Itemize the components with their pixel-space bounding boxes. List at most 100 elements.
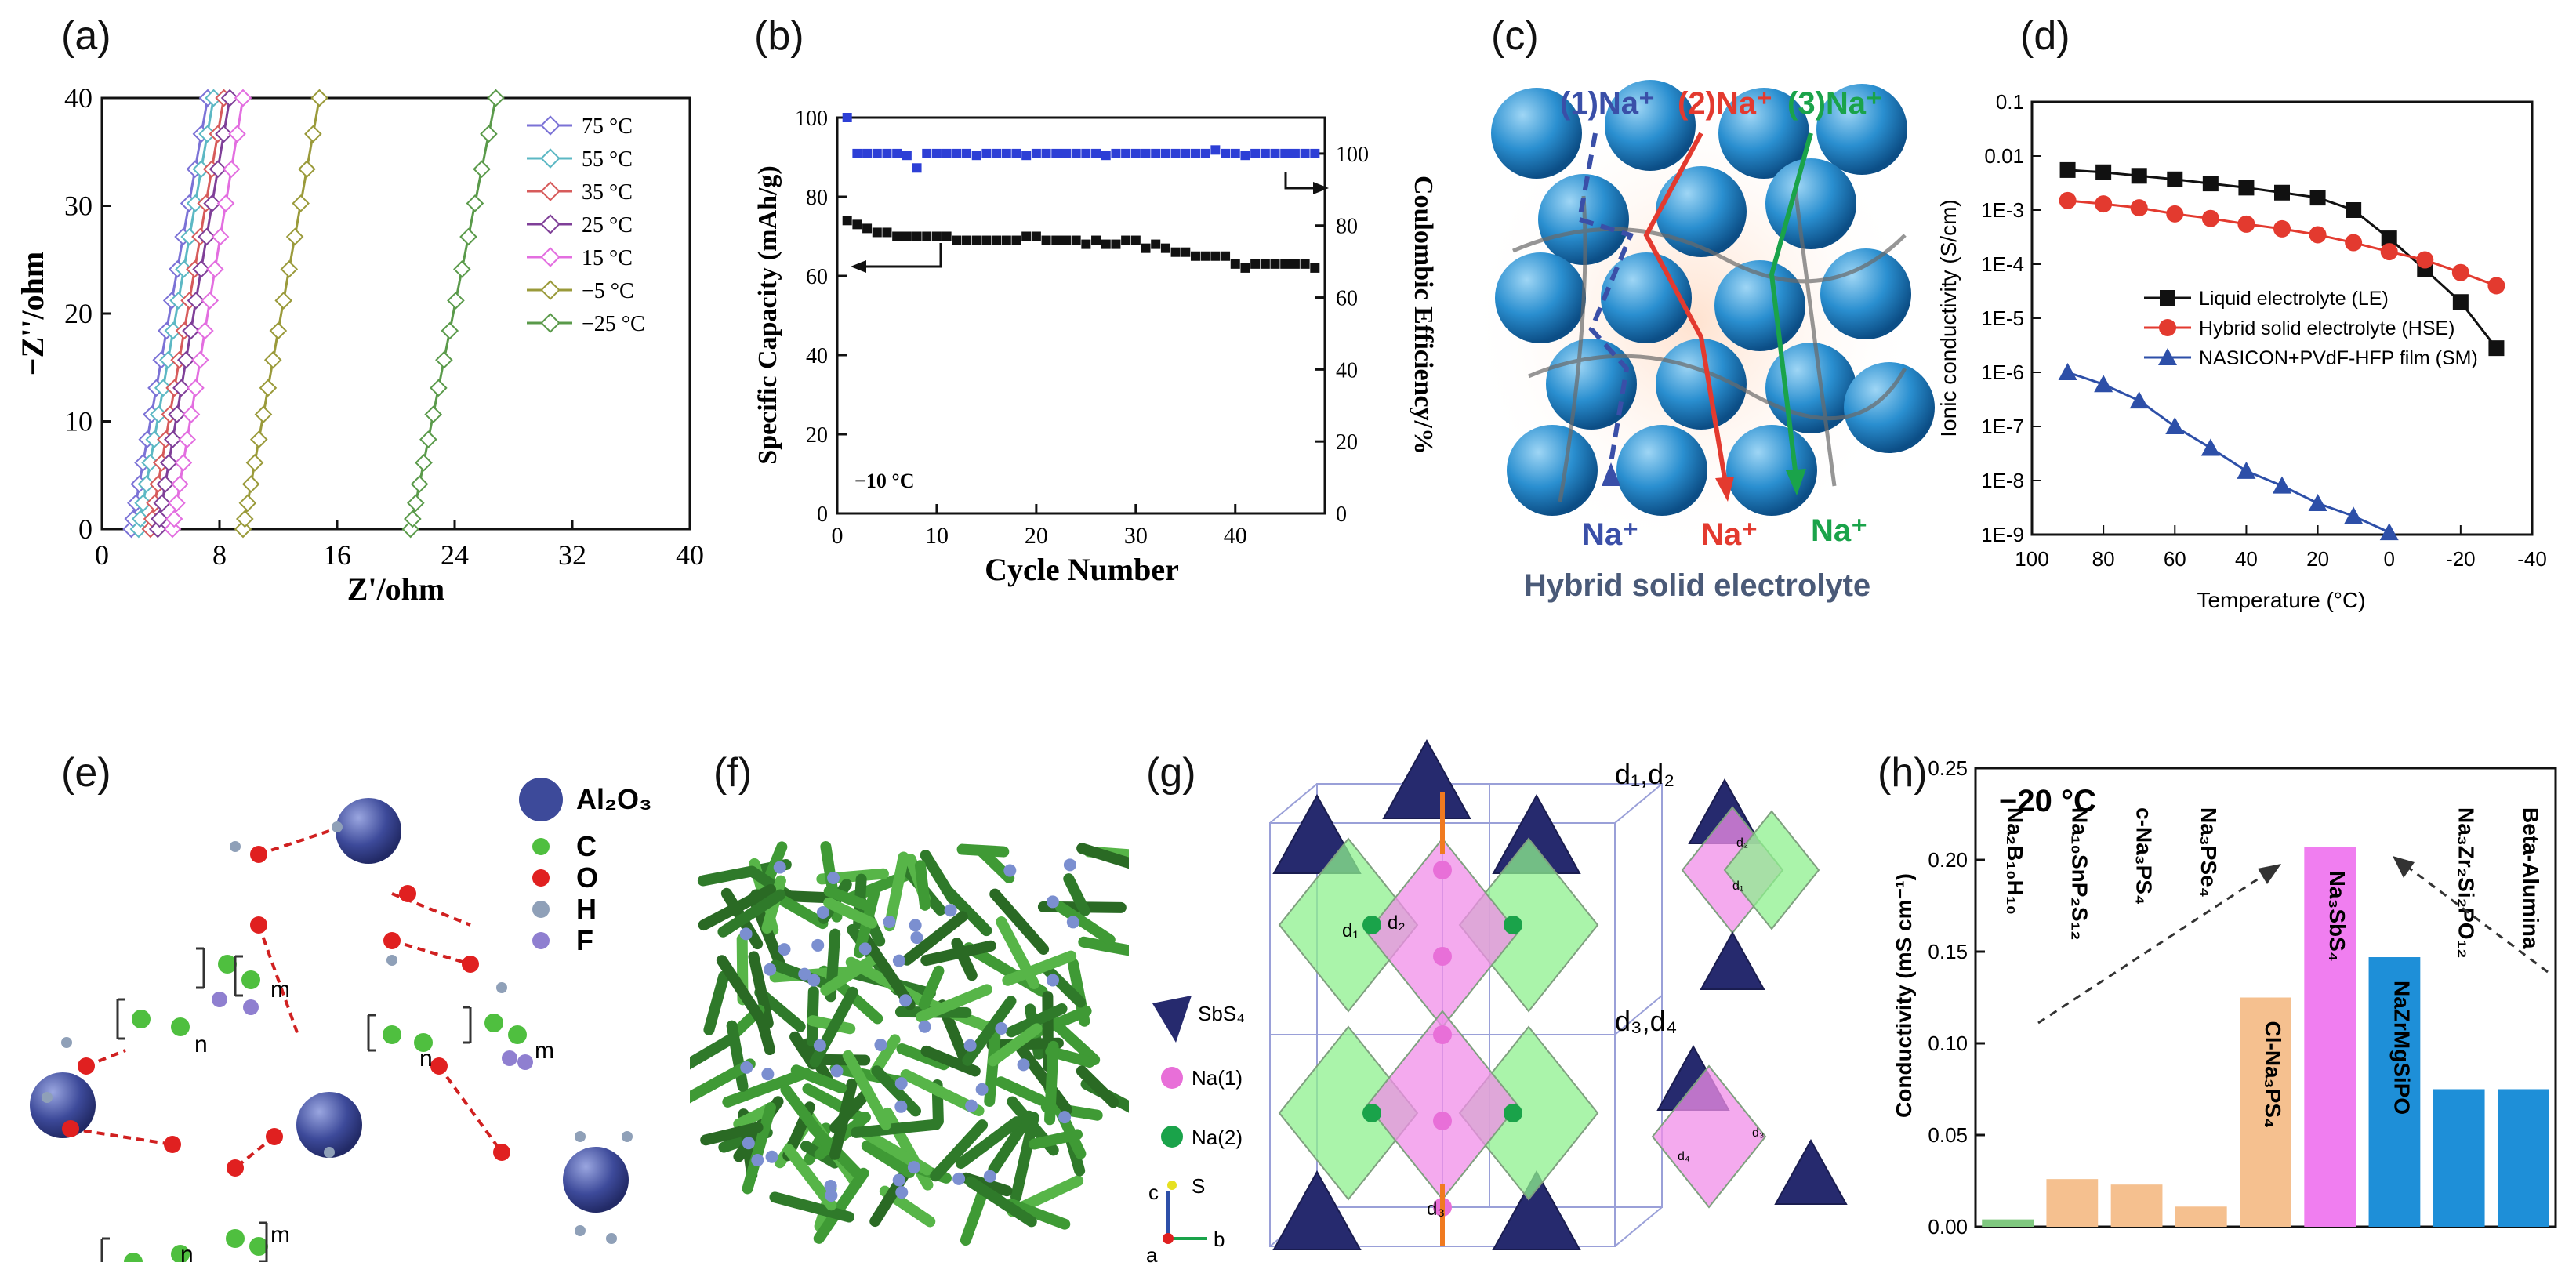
chart-b-point bbox=[1221, 148, 1231, 158]
diagram-f-strand bbox=[815, 1054, 871, 1066]
diagram-f-strand bbox=[1076, 1065, 1119, 1108]
chart-a-ytick-label: 30 bbox=[64, 190, 93, 222]
chart-b-point bbox=[942, 148, 952, 158]
diagram-f-strand bbox=[914, 860, 931, 911]
chart-b-point bbox=[931, 148, 942, 158]
chart-b-point bbox=[1011, 235, 1021, 245]
diagram-f-3d-network bbox=[690, 841, 1129, 1246]
chart-b-point bbox=[1310, 263, 1320, 273]
diagram-g-d1: d₁ bbox=[1342, 920, 1359, 941]
diagram-e-carbon bbox=[249, 1237, 268, 1256]
chart-a-point bbox=[198, 125, 216, 143]
diagram-f-strand bbox=[869, 1034, 901, 1077]
diagram-e-legend-swatch bbox=[532, 901, 550, 918]
chart-b-point bbox=[1270, 148, 1280, 158]
chart-b-point bbox=[862, 148, 873, 158]
chart-a-point bbox=[235, 510, 254, 528]
chart-d-series-line bbox=[2067, 371, 2390, 534]
chart-a-legend-label: −5 °C bbox=[582, 279, 634, 303]
chart-a-ytick-label: 10 bbox=[64, 406, 93, 437]
diagram-c-particle bbox=[1765, 343, 1856, 433]
chart-b-ytick-right-label: 60 bbox=[1336, 287, 1358, 311]
diagram-g-inset-d1: d₁ bbox=[1732, 879, 1743, 893]
diagram-g-inset-title-2: d₃,d₄ bbox=[1615, 1005, 1677, 1037]
chart-h-bar bbox=[2175, 1206, 2227, 1227]
diagram-f-strand bbox=[1076, 843, 1129, 869]
chart-d-point bbox=[2131, 168, 2147, 184]
chart-d-point bbox=[2094, 375, 2113, 393]
diagram-f-strand bbox=[850, 1119, 942, 1138]
panel-label-d: (d) bbox=[2020, 13, 2070, 59]
diagram-e-carbon bbox=[218, 955, 237, 974]
chart-a-point bbox=[310, 89, 328, 107]
diagram-f-strand bbox=[1029, 1129, 1083, 1150]
chart-b-point bbox=[1141, 148, 1151, 158]
chart-d-xtick-label: 100 bbox=[2015, 547, 2048, 571]
chart-b-point bbox=[1041, 148, 1051, 158]
chart-b-point bbox=[1130, 148, 1141, 158]
chart-h-bar bbox=[2433, 1089, 2485, 1227]
chart-b-point bbox=[1091, 148, 1101, 158]
chart-d-xtick-label: 0 bbox=[2383, 547, 2394, 571]
diagram-f-node bbox=[827, 871, 840, 884]
chart-a-nyquist: 0 8 16 24 32 40 0 10 20 30 40 75 °C 55 °C 35 °C 25 °C… bbox=[15, 82, 704, 607]
chart-b-ytick-right-label: 80 bbox=[1336, 215, 1358, 239]
chart-b-point bbox=[1240, 151, 1250, 161]
diagram-f-strand bbox=[769, 1191, 854, 1223]
chart-b-point bbox=[912, 231, 922, 241]
diagram-e-legend-swatch bbox=[519, 778, 563, 821]
chart-a-point bbox=[176, 350, 195, 369]
chart-b-point bbox=[1270, 259, 1280, 269]
chart-a-point bbox=[137, 475, 156, 493]
chart-d-legend-marker bbox=[2160, 290, 2175, 306]
chart-a-point bbox=[459, 227, 477, 246]
diagram-f-strand bbox=[703, 970, 730, 1035]
diagram-f-node bbox=[740, 1061, 753, 1074]
chart-b-point bbox=[852, 148, 862, 158]
diagram-c-out-2: Na⁺ bbox=[1701, 517, 1758, 552]
chart-b-frame bbox=[836, 116, 1326, 515]
chart-a-point bbox=[234, 89, 252, 107]
chart-h-ylabel: Conductivity (mS cm⁻¹) bbox=[1892, 873, 1916, 1118]
diagram-e-hydrogen bbox=[42, 1092, 53, 1103]
chart-b-point bbox=[1170, 247, 1181, 257]
chart-a-point bbox=[298, 160, 316, 179]
chart-d-point bbox=[2237, 461, 2256, 479]
chart-d-point bbox=[2166, 205, 2184, 223]
chart-b-point bbox=[1250, 259, 1261, 269]
chart-b-cycling: 0 10 20 30 40 0 20 40 60 80 100 0 20 40 60 80 100 −10 °C… bbox=[753, 107, 1438, 587]
chart-b-ylabel: Specific Capacity (mAh/g) bbox=[753, 165, 782, 465]
chart-a-legend-marker bbox=[540, 214, 561, 234]
diagram-f-strand bbox=[989, 888, 1050, 955]
chart-b-point bbox=[842, 216, 852, 226]
chart-b-point bbox=[1021, 231, 1032, 241]
diagram-f-node bbox=[858, 942, 872, 956]
diagram-f-node bbox=[1017, 1058, 1030, 1072]
diagram-e-oxygen bbox=[62, 1120, 79, 1137]
chart-b-ytick-label: 100 bbox=[795, 107, 828, 131]
chart-b-point bbox=[952, 235, 962, 245]
diagram-f-strand bbox=[777, 894, 829, 930]
diagram-c-particle bbox=[1714, 260, 1805, 351]
diagram-e-carbon bbox=[383, 1025, 401, 1044]
chart-a-ytick-label: 20 bbox=[64, 298, 93, 329]
diagram-f-strand bbox=[995, 1076, 1047, 1106]
diagram-f-strand bbox=[901, 911, 968, 966]
chart-b-ytick-label: 20 bbox=[806, 423, 828, 448]
chart-b-point bbox=[892, 148, 902, 158]
diagram-e-carbon bbox=[241, 970, 260, 989]
chart-a-legend-label: 75 °C bbox=[582, 114, 633, 139]
diagram-e-carbon bbox=[171, 1245, 190, 1262]
diagram-f-node bbox=[761, 1068, 775, 1081]
diagram-f-node bbox=[965, 1099, 978, 1112]
chart-b-arrow-right bbox=[1313, 182, 1329, 194]
diagram-f-node bbox=[952, 1172, 966, 1185]
chart-a-point bbox=[216, 194, 235, 212]
diagram-e-hydrogen bbox=[332, 821, 343, 832]
chart-d-conductivity: 100 80 60 40 20 0 -20 -40 0.1 0.01 1E-3 1E-4 1E-5 1E-… bbox=[1936, 90, 2547, 612]
diagram-f-node bbox=[1047, 974, 1060, 987]
diagram-e-carbon bbox=[226, 1229, 245, 1248]
chart-a-point bbox=[182, 405, 201, 423]
chart-a-xtick-label: 16 bbox=[323, 539, 351, 571]
